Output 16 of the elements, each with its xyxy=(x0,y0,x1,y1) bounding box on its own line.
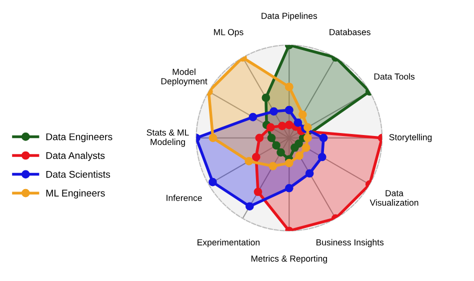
spoke-label: Inference xyxy=(166,194,202,202)
legend-label: ML Engineers xyxy=(46,189,105,198)
spoke-label: Business Insights xyxy=(316,239,384,248)
spoke-label: Experimentation xyxy=(198,239,260,248)
legend-label: Data Engineers xyxy=(46,133,112,142)
spoke-label: Metrics & Reporting xyxy=(251,255,327,264)
legend-label: Data Scientists xyxy=(46,170,110,178)
spoke-label: Storytelling xyxy=(389,134,432,142)
spoke-label: Databases xyxy=(330,28,370,36)
spoke-label: ML Ops xyxy=(214,29,244,37)
spoke-label: Stats & ML Modeling xyxy=(146,129,189,147)
spoke-label: Data Tools xyxy=(374,73,415,80)
spoke-label: Model Deployment xyxy=(161,68,208,86)
spoke-label: Data Pipelines xyxy=(262,12,318,21)
legend-label: Data Analysts xyxy=(46,152,105,161)
spoke-label: Data Visualization xyxy=(370,190,418,206)
